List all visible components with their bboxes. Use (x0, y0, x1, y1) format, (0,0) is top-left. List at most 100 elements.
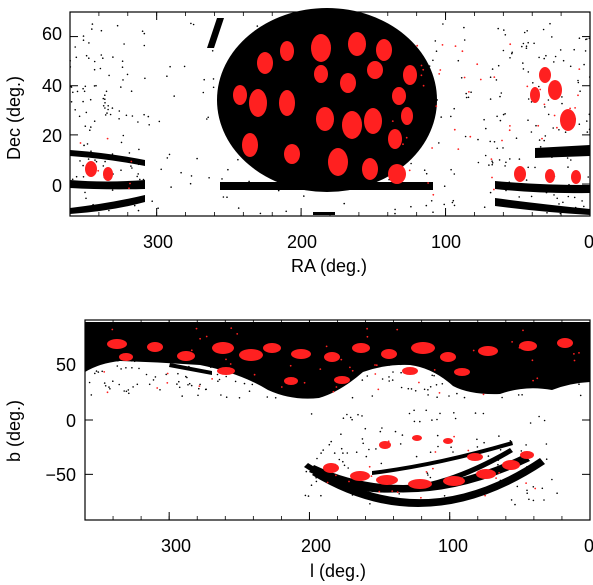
bottom-black-point (436, 340, 439, 343)
bottom-black-point (197, 394, 199, 397)
bottom-black-point (439, 412, 441, 415)
bottom-black-point (351, 325, 354, 327)
top-red-blob (530, 87, 540, 103)
top-black-point (551, 156, 553, 158)
top-black-point (85, 54, 88, 57)
top-red-point (509, 43, 512, 46)
bottom-red-blob (239, 349, 263, 361)
bottom-black-point (206, 341, 208, 343)
bottom-red-point (335, 474, 337, 477)
bottom-black-point (346, 413, 348, 416)
top-black-point (484, 154, 487, 157)
top-black-point (497, 199, 500, 202)
top-black-point (432, 59, 434, 62)
top-right-band-2 (495, 181, 590, 194)
bottom-black-point (448, 395, 450, 397)
bottom-black-point (574, 357, 577, 360)
top-black-point (104, 160, 106, 163)
top-red-blob (545, 169, 555, 183)
bottom-black-point (556, 372, 559, 375)
bottom-black-point (133, 360, 136, 363)
bottom-black-point (398, 493, 401, 495)
bottom-black-point (549, 378, 552, 380)
top-black-point (425, 172, 428, 175)
top-black-point (203, 78, 205, 81)
bottom-black-point (322, 449, 325, 451)
top-black-point (573, 48, 575, 51)
top-black-point (93, 120, 96, 122)
top-black-point (556, 197, 558, 200)
bottom-black-point (361, 415, 363, 417)
top-left-band-1 (70, 150, 145, 166)
bottom-black-point (249, 375, 251, 377)
bottom-black-point (308, 383, 310, 385)
top-black-point (74, 109, 76, 111)
top-black-point (564, 131, 567, 133)
top-black-point (583, 63, 585, 66)
bottom-black-point (541, 370, 544, 373)
top-black-point (237, 158, 239, 161)
bottom-black-point (522, 349, 524, 352)
bottom-red-point (349, 366, 351, 369)
top-x-tick-0: 0 (584, 232, 593, 252)
top-red-blob (340, 73, 356, 93)
bottom-red-point (532, 379, 534, 382)
top-red-point (422, 84, 425, 87)
bottom-black-point (205, 388, 207, 391)
top-black-point (527, 71, 530, 73)
bottom-black-point (317, 353, 320, 356)
bottom-black-point (330, 440, 333, 443)
top-black-point (547, 113, 550, 116)
top-black-point (74, 46, 76, 48)
bottom-red-point (484, 494, 486, 497)
bottom-black-point (165, 349, 167, 352)
bottom-black-point (541, 384, 544, 386)
bottom-black-point (452, 348, 455, 351)
bottom-black-point (342, 417, 345, 420)
top-black-point (173, 95, 175, 97)
top-black-point (578, 123, 581, 125)
top-black-point (122, 134, 125, 137)
top-black-point (538, 85, 540, 88)
top-black-point (573, 148, 576, 151)
top-red-point (491, 176, 493, 179)
bottom-black-point (212, 335, 214, 338)
bottom-black-point (419, 326, 422, 328)
top-black-point (425, 204, 428, 207)
top-black-point (522, 42, 525, 45)
top-black-point (423, 169, 426, 171)
bottom-black-point (441, 383, 444, 385)
top-black-point (505, 189, 507, 192)
top-black-point (538, 56, 540, 59)
top-red-scatter (79, 32, 581, 196)
bottom-black-point (525, 444, 527, 446)
top-red-point (391, 120, 394, 122)
top-red-point (574, 107, 576, 109)
bottom-black-point (237, 332, 240, 335)
bottom-black-point (227, 338, 230, 340)
top-black-point (123, 43, 125, 45)
bottom-black-point (528, 498, 530, 501)
bottom-black-point (347, 467, 350, 469)
bottom-black-point (471, 374, 473, 376)
top-red-blob (311, 34, 331, 62)
bottom-black-point (265, 385, 268, 387)
top-red-point (556, 126, 558, 129)
top-black-point (570, 159, 572, 161)
bottom-black-point (585, 344, 587, 346)
bottom-black-point (400, 363, 402, 366)
top-red-blob (403, 65, 417, 85)
top-black-point (157, 207, 159, 209)
top-y-label: Dec (deg.) (4, 76, 24, 160)
bottom-black-point (542, 376, 545, 378)
bottom-black-point (375, 448, 377, 450)
bottom-black-point (220, 394, 222, 396)
bottom-black-point (499, 449, 502, 451)
bottom-black-point (146, 357, 149, 360)
top-black-point (169, 65, 171, 68)
bottom-black-point (540, 330, 542, 333)
top-black-point (577, 79, 579, 82)
top-black-point (82, 87, 84, 90)
top-black-point (547, 99, 550, 101)
bottom-red-point (225, 358, 227, 361)
